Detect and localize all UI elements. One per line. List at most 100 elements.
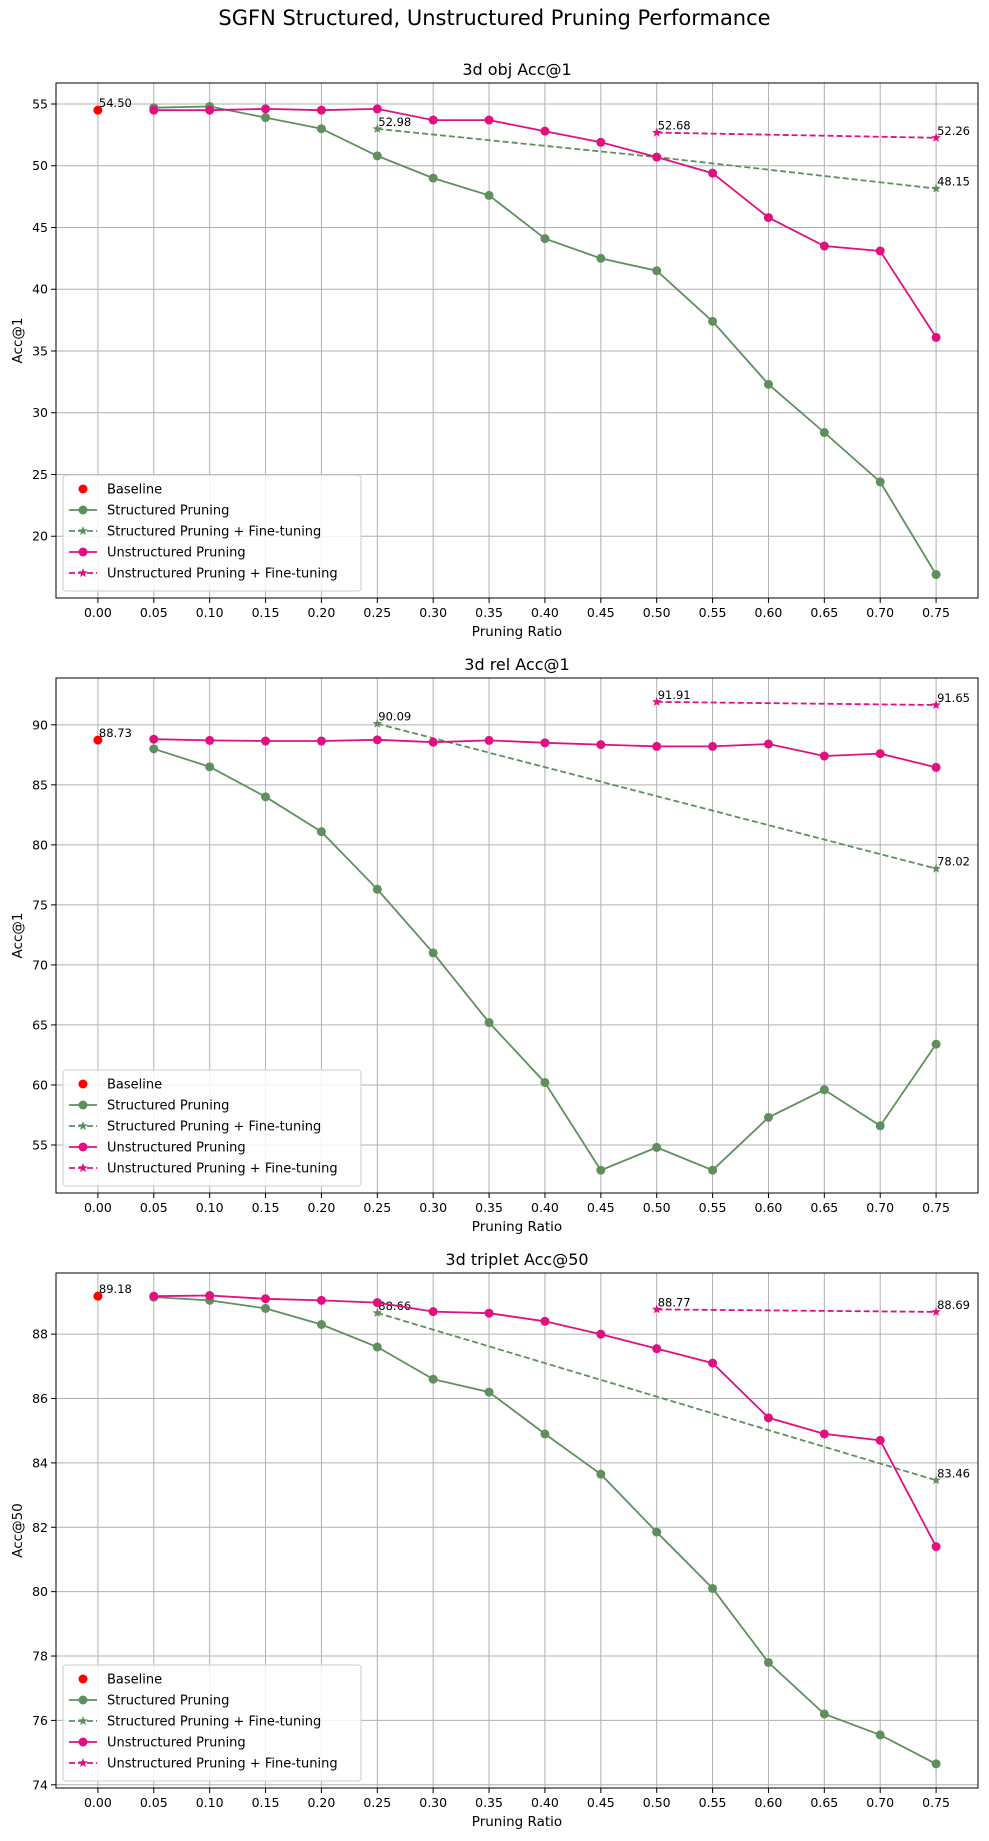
- data-point: [205, 762, 215, 772]
- data-point: [428, 173, 438, 183]
- legend-box: [62, 474, 362, 592]
- y-tick-label: 90: [32, 717, 48, 732]
- data-point: [596, 137, 606, 147]
- baseline-label: 54.50: [99, 96, 132, 110]
- chart-panel-3: 3d triplet Acc@50 0.00 0.05 0.10 0.15 0.20 0.2…: [10, 1250, 979, 1830]
- legend: Baseline Structured Pruning Structured Pru…: [62, 474, 362, 592]
- legend-marker: [78, 1142, 88, 1152]
- data-point: [372, 151, 382, 161]
- y-tick-label: 55: [32, 96, 48, 111]
- legend-box: [62, 1664, 362, 1782]
- legend-marker: [78, 1100, 88, 1110]
- y-tick-label: 30: [32, 405, 48, 420]
- y-axis-label: Acc@50: [10, 1503, 26, 1558]
- legend-box: [62, 1069, 362, 1187]
- data-point: [316, 736, 326, 746]
- x-tick-label: 0.45: [587, 605, 615, 620]
- y-axis-label: Acc@1: [10, 318, 26, 364]
- legend-marker: [78, 1674, 88, 1684]
- x-tick-label: 0.50: [643, 605, 671, 620]
- data-point-star: [931, 183, 941, 193]
- legend-marker: [78, 1716, 88, 1725]
- y-tick-label: 86: [32, 1391, 48, 1406]
- legend-marker: [78, 1163, 88, 1172]
- data-point: [931, 762, 941, 772]
- legend-marker: [78, 568, 88, 577]
- data-point: [428, 948, 438, 958]
- data-point: [819, 241, 829, 251]
- data-point: [540, 234, 550, 244]
- legend-label: Structured Pruning: [107, 504, 229, 519]
- data-point: [205, 735, 215, 745]
- data-point: [261, 104, 271, 114]
- legend-marker: [78, 505, 88, 515]
- x-tick-label: 0.25: [363, 1795, 391, 1810]
- series-line-4: [656, 131, 937, 139]
- legend-marker: [78, 1695, 88, 1705]
- plot-frame: [55, 677, 979, 1194]
- y-tick-label: 50: [32, 158, 48, 173]
- y-tick-label: 80: [32, 837, 48, 852]
- x-tick-label: 0.10: [196, 1200, 224, 1215]
- y-tick-label: 60: [32, 1077, 48, 1092]
- data-point: [708, 741, 718, 751]
- legend-label: Unstructured Pruning + Fine-tuning: [107, 1162, 338, 1177]
- y-tick-label: 80: [32, 1584, 48, 1599]
- x-axis-label: Pruning Ratio: [472, 1814, 562, 1830]
- data-label: 90.09: [378, 710, 411, 724]
- y-tick-label: 78: [32, 1649, 48, 1664]
- data-point: [484, 1308, 494, 1318]
- baseline-label: 89.18: [99, 1282, 132, 1296]
- legend-marker: [78, 1758, 88, 1767]
- legend-marker: [78, 547, 88, 557]
- baseline-point: [93, 735, 103, 745]
- x-tick-label: 0.25: [363, 605, 391, 620]
- data-point: [652, 741, 662, 751]
- x-tick-label: 0.20: [308, 1200, 336, 1215]
- data-label: 83.46: [937, 1466, 970, 1480]
- data-point: [316, 827, 326, 837]
- x-tick-label: 0.10: [196, 1795, 224, 1810]
- x-tick-label: 0.65: [810, 1795, 838, 1810]
- data-point: [931, 1759, 941, 1769]
- data-point: [261, 1303, 271, 1313]
- chart-title: 3d obj Acc@1: [462, 60, 571, 79]
- x-tick-label: 0.20: [308, 1795, 336, 1810]
- y-tick-label: 35: [32, 343, 48, 358]
- data-point: [875, 1730, 885, 1740]
- legend-marker: [78, 1121, 88, 1130]
- legend-marker: [78, 1079, 88, 1089]
- data-point: [819, 428, 829, 438]
- legend-label: Structured Pruning + Fine-tuning: [107, 1120, 321, 1135]
- data-point-star: [931, 1475, 941, 1485]
- legend-label: Structured Pruning: [107, 1694, 229, 1709]
- data-point: [484, 115, 494, 125]
- x-tick-label: 0.00: [84, 1795, 112, 1810]
- data-point: [316, 124, 326, 134]
- data-point: [149, 744, 159, 754]
- x-tick-label: 0.35: [475, 1200, 503, 1215]
- data-point: [819, 1085, 829, 1095]
- x-tick-label: 0.40: [531, 1795, 559, 1810]
- data-point: [875, 1435, 885, 1445]
- data-point: [540, 1316, 550, 1326]
- x-tick-label: 0.30: [419, 1795, 447, 1810]
- series-line-2: [377, 722, 937, 870]
- legend-marker: [78, 526, 88, 535]
- baseline-label: 88.73: [99, 726, 132, 740]
- y-tick-label: 76: [32, 1713, 48, 1728]
- data-point: [931, 570, 941, 580]
- x-tick-label: 0.35: [475, 1795, 503, 1810]
- x-tick-label: 0.05: [140, 1200, 168, 1215]
- series-line-4: [656, 1308, 937, 1313]
- x-tick-label: 0.60: [755, 1200, 783, 1215]
- y-tick-label: 84: [32, 1455, 48, 1470]
- y-tick-label: 25: [32, 467, 48, 482]
- chart-panel-1: 3d obj Acc@1 0.00 0.05 0.10 0.15 0.20 0.25 0.30…: [10, 60, 979, 640]
- chart-panel-2: 3d rel Acc@1 0.00 0.05 0.10 0.15 0.20 0.25 0.30…: [10, 655, 979, 1235]
- legend-label: Structured Pruning + Fine-tuning: [107, 525, 321, 540]
- data-point-star: [931, 1306, 941, 1316]
- x-tick-label: 0.75: [922, 1200, 950, 1215]
- y-tick-label: 82: [32, 1520, 48, 1535]
- data-point: [484, 735, 494, 745]
